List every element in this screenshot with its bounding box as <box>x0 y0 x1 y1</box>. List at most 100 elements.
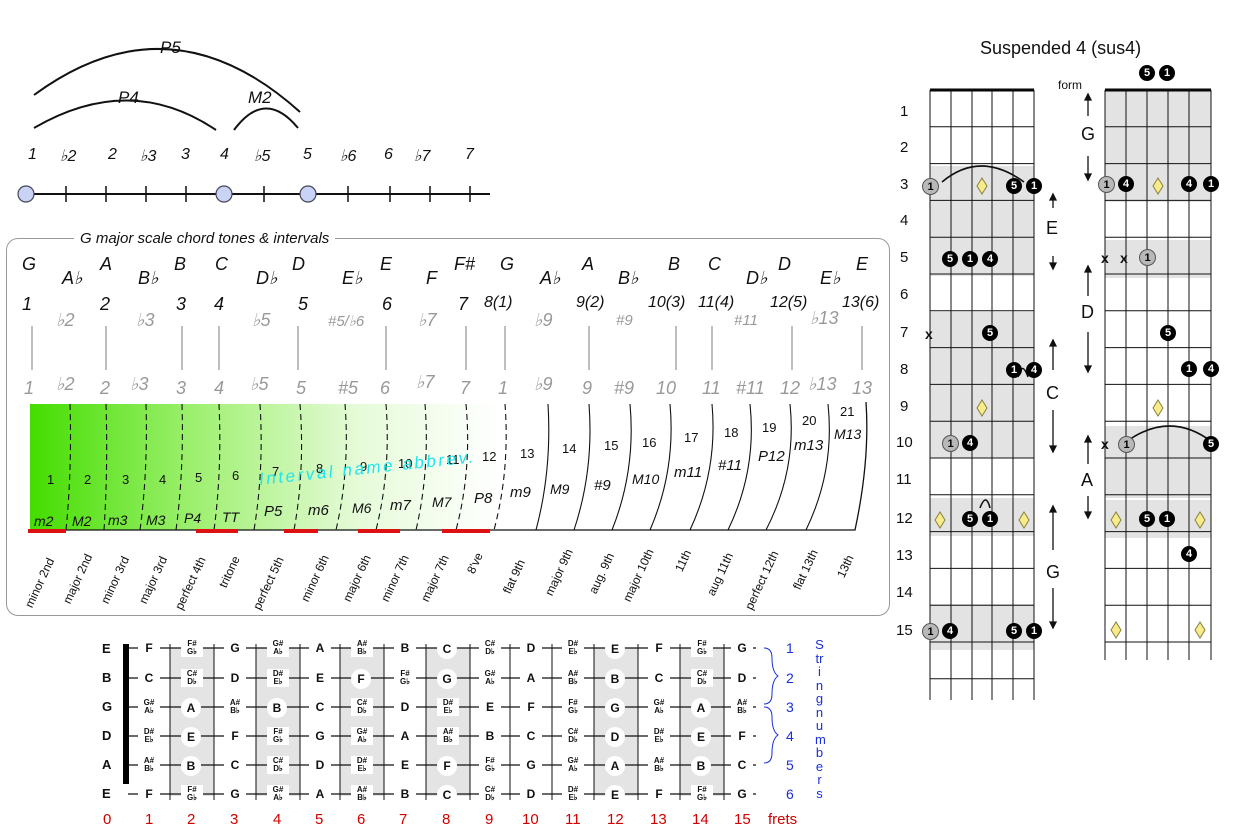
fret-number: 1 <box>145 811 154 828</box>
fret-note: C# D♭ <box>267 756 289 774</box>
lower-degree: ♭3 <box>130 374 149 394</box>
lower-degree: 4 <box>214 378 225 398</box>
note-part: G♭ <box>697 647 707 656</box>
note-part: F# <box>697 639 707 648</box>
interval-abbrev: P8 <box>474 490 493 507</box>
chord-tone-dot: 4 <box>1181 176 1197 192</box>
fret-note: C# D♭ <box>479 639 501 657</box>
note-part: A# <box>356 785 368 794</box>
chord-tone-dot: 4 <box>1203 361 1219 377</box>
semitone-count: 2 <box>84 472 92 487</box>
fret-note: G# A♭ <box>648 698 670 716</box>
fret-number: 3 <box>230 811 239 828</box>
chord-tone-dot: 1 <box>962 251 978 267</box>
note-part: G# <box>356 727 368 736</box>
fret-note: A# B♭ <box>562 669 584 687</box>
semitone-count: 15 <box>604 438 619 453</box>
fret-note: C <box>648 669 670 687</box>
degree-label: 6 <box>384 146 393 163</box>
semitone-count: 3 <box>122 472 130 487</box>
fret-note: D <box>605 727 625 747</box>
fret-note: G <box>731 785 753 803</box>
fret-note: F <box>224 727 246 745</box>
chord-tone-dot: 4 <box>942 623 958 639</box>
fret-note: C <box>138 669 160 687</box>
fret-note: G# A♭ <box>267 785 289 803</box>
note-part: F# <box>697 785 707 794</box>
semitone-count: 18 <box>724 425 739 440</box>
fret-note: G <box>224 639 246 657</box>
semitone-count: 1 <box>47 472 55 487</box>
fret-note: F <box>138 785 160 803</box>
fret-note: F <box>437 756 457 776</box>
fret-number: 12 <box>607 811 624 828</box>
fret-note: G <box>520 756 542 774</box>
note-part: C# <box>356 698 368 707</box>
fret-note: A# B♭ <box>138 756 160 774</box>
note-part: G♭ <box>273 735 283 744</box>
note-part: G♭ <box>187 793 197 802</box>
muted-string-mark: x <box>1101 250 1109 266</box>
fret-note: C# D♭ <box>181 669 203 687</box>
fret-note: D# E♭ <box>648 727 670 745</box>
note-part: G♭ <box>187 647 197 656</box>
chord-tone-dot: 1 <box>1098 176 1115 193</box>
string-number: 1 <box>786 640 794 656</box>
note-part: F# <box>485 756 495 765</box>
fret-note: D <box>224 669 246 687</box>
neck-fret-number: 4 <box>900 212 909 229</box>
note-part: A♭ <box>273 793 283 802</box>
lower-degree: 11 <box>702 378 721 398</box>
fret-note: D# E♭ <box>437 698 459 716</box>
fret-note: E <box>181 727 201 747</box>
fret-note: F <box>648 785 670 803</box>
note-part: A♭ <box>568 764 578 773</box>
note-part: G♭ <box>485 764 495 773</box>
lower-degree: 1 <box>498 378 509 398</box>
semitone-count: 8 <box>316 461 324 476</box>
interval-abbrev: m13 <box>794 437 824 454</box>
muted-string-mark: x <box>1120 250 1128 266</box>
fret-note: F# G♭ <box>691 639 713 657</box>
fret-note: C <box>520 727 542 745</box>
fret-number: 7 <box>399 811 408 828</box>
note-part: C# <box>696 669 708 678</box>
string-name: D <box>102 728 112 743</box>
note-name: D♭ <box>746 268 768 288</box>
fret-note: F <box>351 669 371 689</box>
fret-note: F <box>731 727 753 745</box>
fret-note: A <box>691 698 711 718</box>
lower-degree: ♭13 <box>808 374 837 394</box>
note-part: A# <box>442 727 454 736</box>
note-part: B♭ <box>443 735 453 744</box>
degree-label: 3 <box>181 146 190 163</box>
fret-note: F# G♭ <box>691 785 713 803</box>
lower-degree: #9 <box>614 378 635 398</box>
note-part: F# <box>187 785 197 794</box>
shape-label: G <box>1081 124 1096 144</box>
interval-abbrev: P12 <box>758 448 785 465</box>
compound-curves <box>535 403 830 531</box>
fret-number: 0 <box>103 811 112 828</box>
fret-note: G <box>224 785 246 803</box>
lower-degree: #11 <box>736 378 765 398</box>
semitone-count: 6 <box>232 468 240 483</box>
fret-note: F# G♭ <box>394 669 416 687</box>
note-part: D♭ <box>485 647 495 656</box>
degree-label: ♭5 <box>254 148 271 165</box>
chord-tone-dot: 4 <box>1026 362 1042 378</box>
note-part: B♭ <box>568 677 578 686</box>
fret-note: D <box>394 698 416 716</box>
semitone-count: 14 <box>562 441 577 456</box>
note-part: G# <box>272 785 284 794</box>
interval-abbrev: m2 <box>34 513 54 529</box>
altered-degree: #5/♭6 <box>328 313 365 330</box>
lower-degree: 3 <box>176 378 187 398</box>
note-part: A# <box>143 756 155 765</box>
fret-note: D <box>520 785 542 803</box>
neck-fret-number: 14 <box>896 584 913 601</box>
note-name: A <box>100 254 113 274</box>
interval-arcs <box>17 47 490 203</box>
neck-fret-number: 10 <box>896 434 913 451</box>
note-part: A♭ <box>273 647 283 656</box>
